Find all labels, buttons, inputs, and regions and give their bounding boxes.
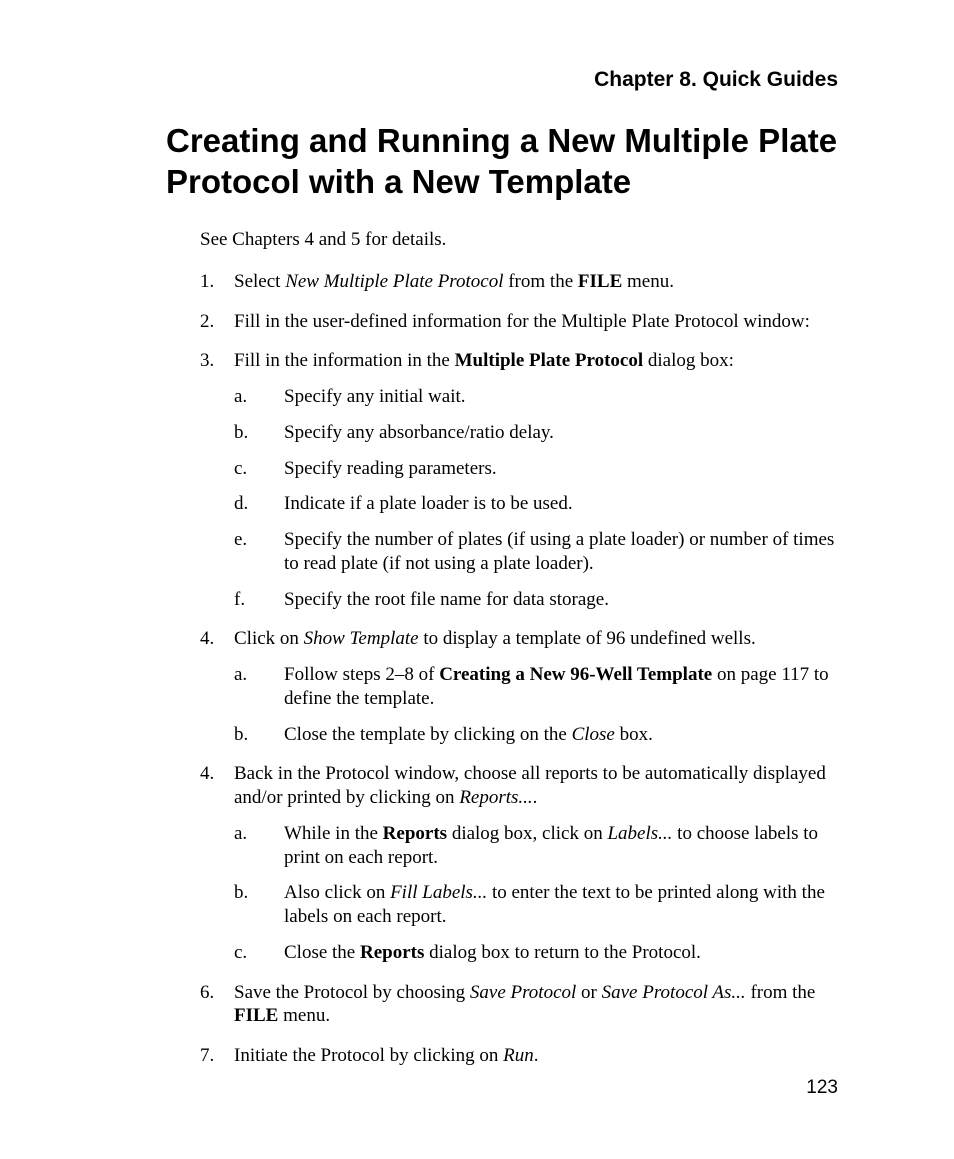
step-6: 6. Save the Protocol by choosing Save Pr…	[200, 981, 838, 1029]
substep-letter: a.	[234, 385, 284, 409]
step-3: 3. Fill in the information in the Multip…	[200, 349, 838, 611]
text: dialog box to return to the Protocol.	[424, 942, 701, 963]
substep-letter: c.	[234, 457, 284, 481]
page-number: 123	[806, 1077, 838, 1099]
italic-text: Fill Labels...	[390, 882, 487, 903]
text: Initiate the Protocol by clicking on	[234, 1045, 503, 1066]
italic-text: Save Protocol As...	[602, 982, 746, 1003]
substep-body: Specify reading parameters.	[284, 457, 838, 481]
text: dialog box:	[643, 350, 734, 371]
step-number: 4.	[200, 762, 234, 964]
step-number: 3.	[200, 349, 234, 611]
substep-4b-b: b. Also click on Fill Labels... to enter…	[234, 881, 838, 929]
step-number: 2.	[200, 310, 234, 334]
step-number: 6.	[200, 981, 234, 1029]
substep-letter: b.	[234, 723, 284, 747]
body-content: See Chapters 4 and 5 for details. 1. Sel…	[200, 228, 838, 1084]
substep-3d: d. Indicate if a plate loader is to be u…	[234, 492, 838, 516]
bold-text: Multiple Plate Protocol	[455, 350, 644, 371]
bold-text: Creating a New 96-Well Template	[439, 664, 712, 685]
step-body: Back in the Protocol window, choose all …	[234, 762, 838, 964]
substep-3a: a. Specify any initial wait.	[234, 385, 838, 409]
text: Fill in the information in the	[234, 350, 455, 371]
step-body: Fill in the information in the Multiple …	[234, 349, 838, 611]
step-number: 4.	[200, 627, 234, 746]
text: Close the	[284, 942, 360, 963]
text: While in the	[284, 823, 383, 844]
substep-letter: f.	[234, 588, 284, 612]
substep-body: While in the Reports dialog box, click o…	[284, 822, 838, 870]
substep-3c: c. Specify reading parameters.	[234, 457, 838, 481]
text: Save the Protocol by choosing	[234, 982, 470, 1003]
substep-body: Follow steps 2–8 of Creating a New 96-We…	[284, 663, 838, 711]
text: box.	[615, 724, 653, 745]
step-1: 1. Select New Multiple Plate Protocol fr…	[200, 270, 838, 294]
step-body: Initiate the Protocol by clicking on Run…	[234, 1044, 838, 1068]
substep-body: Indicate if a plate loader is to be used…	[284, 492, 838, 516]
step-body: Click on Show Template to display a temp…	[234, 627, 838, 746]
text: .	[533, 787, 538, 808]
substep-letter: e.	[234, 528, 284, 576]
substep-body: Specify the root file name for data stor…	[284, 588, 838, 612]
substep-letter: d.	[234, 492, 284, 516]
step-7: 7. Initiate the Protocol by clicking on …	[200, 1044, 838, 1068]
substep-letter: a.	[234, 663, 284, 711]
italic-text: New Multiple Plate Protocol	[285, 271, 503, 292]
substep-body: Specify the number of plates (if using a…	[284, 528, 838, 576]
document-page: Chapter 8. Quick Guides Creating and Run…	[0, 0, 954, 1159]
text: or	[576, 982, 601, 1003]
bold-text: Reports	[383, 823, 447, 844]
bold-text: FILE	[578, 271, 622, 292]
text: menu.	[278, 1005, 330, 1026]
step-2: 2. Fill in the user-defined information …	[200, 310, 838, 334]
substep-body: Close the Reports dialog box to return t…	[284, 941, 838, 965]
step-number: 1.	[200, 270, 234, 294]
substep-4b-c: c. Close the Reports dialog box to retur…	[234, 941, 838, 965]
page-title: Creating and Running a New Multiple Plat…	[166, 120, 838, 203]
step-4a: 4. Click on Show Template to display a t…	[200, 627, 838, 746]
italic-text: Reports...	[459, 787, 532, 808]
substep-4b-a: a. While in the Reports dialog box, clic…	[234, 822, 838, 870]
text: .	[534, 1045, 539, 1066]
text: Also click on	[284, 882, 390, 903]
text: Close the template by clicking on the	[284, 724, 572, 745]
substep-body: Specify any initial wait.	[284, 385, 838, 409]
italic-text: Labels...	[607, 823, 672, 844]
substep-body: Specify any absorbance/ratio delay.	[284, 421, 838, 445]
substep-3f: f. Specify the root file name for data s…	[234, 588, 838, 612]
step-body: Select New Multiple Plate Protocol from …	[234, 270, 838, 294]
step-number: 7.	[200, 1044, 234, 1068]
step-body: Fill in the user-defined information for…	[234, 310, 838, 334]
text: Click on	[234, 628, 304, 649]
substep-body: Close the template by clicking on the Cl…	[284, 723, 838, 747]
substep-4a-b: b. Close the template by clicking on the…	[234, 723, 838, 747]
substep-3b: b. Specify any absorbance/ratio delay.	[234, 421, 838, 445]
italic-text: Run	[503, 1045, 534, 1066]
text: from the	[503, 271, 577, 292]
substep-body: Also click on Fill Labels... to enter th…	[284, 881, 838, 929]
bold-text: FILE	[234, 1005, 278, 1026]
text: Select	[234, 271, 285, 292]
step-4b: 4. Back in the Protocol window, choose a…	[200, 762, 838, 964]
text: menu.	[622, 271, 674, 292]
italic-text: Save Protocol	[470, 982, 576, 1003]
text: dialog box, click on	[447, 823, 607, 844]
chapter-header: Chapter 8. Quick Guides	[594, 68, 838, 92]
text: Follow steps 2–8 of	[284, 664, 439, 685]
step-body: Save the Protocol by choosing Save Proto…	[234, 981, 838, 1029]
substep-letter: c.	[234, 941, 284, 965]
substep-letter: b.	[234, 881, 284, 929]
substep-4a-a: a. Follow steps 2–8 of Creating a New 96…	[234, 663, 838, 711]
substep-letter: b.	[234, 421, 284, 445]
italic-text: Close	[572, 724, 615, 745]
substep-3e: e. Specify the number of plates (if usin…	[234, 528, 838, 576]
substep-letter: a.	[234, 822, 284, 870]
text: to display a template of 96 undefined we…	[419, 628, 756, 649]
italic-text: Show Template	[304, 628, 419, 649]
text: from the	[746, 982, 816, 1003]
bold-text: Reports	[360, 942, 424, 963]
intro-text: See Chapters 4 and 5 for details.	[200, 228, 838, 252]
